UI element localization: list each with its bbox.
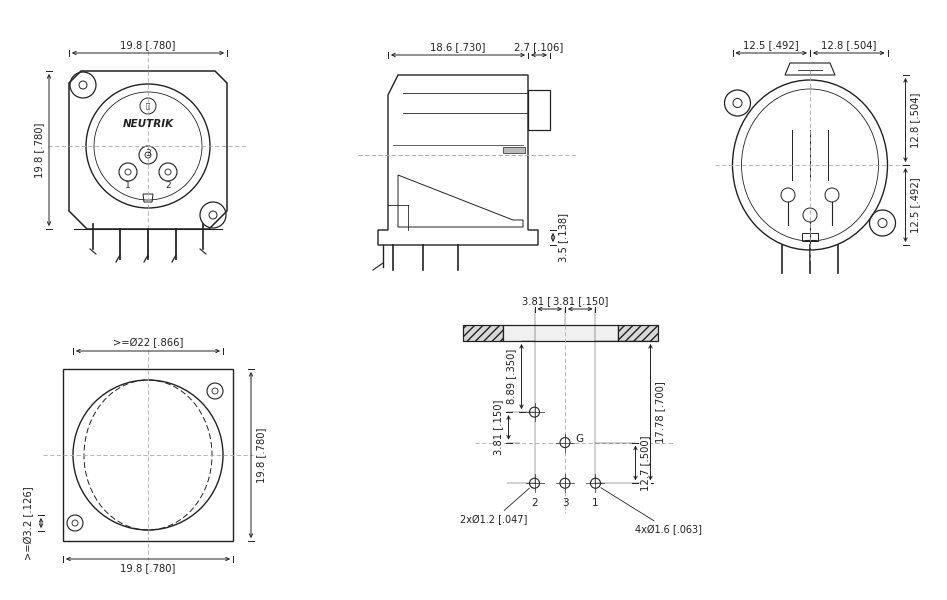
Bar [617,325,657,341]
Text: 17.78 [.700]: 17.78 [.700] [655,381,666,443]
Bar [802,233,818,241]
Text: 19.8 [.780]: 19.8 [.780] [120,40,176,50]
Text: 19.8 [.780]: 19.8 [.780] [34,122,44,178]
Bar [462,325,503,341]
Text: 1: 1 [125,181,131,190]
Text: 12.5 [.492]: 12.5 [.492] [743,40,799,50]
Text: 2: 2 [531,498,538,508]
Text: G: G [575,434,583,443]
Text: 2.7 [.106]: 2.7 [.106] [514,42,563,52]
Text: 18.6 [.730]: 18.6 [.730] [430,42,486,52]
Text: 3.81 [.150]: 3.81 [.150] [493,400,504,455]
Text: 3.81 [.150]: 3.81 [.150] [552,296,608,306]
Text: 12.8 [.504]: 12.8 [.504] [821,40,876,50]
Text: >=Ø3.2 [.126]: >=Ø3.2 [.126] [24,486,34,560]
Text: 12.5 [.492]: 12.5 [.492] [910,177,920,233]
Bar [528,90,550,130]
Bar [503,147,525,153]
Text: 1: 1 [592,498,599,508]
Text: 3.81 [.150]: 3.81 [.150] [522,296,578,306]
Text: NEUTRIK: NEUTRIK [122,119,173,129]
Text: 3: 3 [562,498,568,508]
Text: 4xØ1.6 [.063]: 4xØ1.6 [.063] [600,488,703,535]
Text: 8.89 [.350]: 8.89 [.350] [507,349,516,404]
Text: 12.8 [.504]: 12.8 [.504] [910,92,920,148]
Text: 3.5 [.138]: 3.5 [.138] [558,213,568,262]
Bar [503,325,617,341]
Bar [63,369,233,541]
Text: 19.8 [.780]: 19.8 [.780] [120,563,176,573]
Text: 2: 2 [165,181,170,190]
Text: >=Ø22 [.866]: >=Ø22 [.866] [113,338,183,348]
Text: 3: 3 [145,149,151,158]
Text: 12.7 [.500]: 12.7 [.500] [640,435,651,491]
Text: 2xØ1.2 [.047]: 2xØ1.2 [.047] [459,488,529,525]
Text: ⒫: ⒫ [146,103,151,109]
Text: 19.8 [.780]: 19.8 [.780] [256,427,266,482]
